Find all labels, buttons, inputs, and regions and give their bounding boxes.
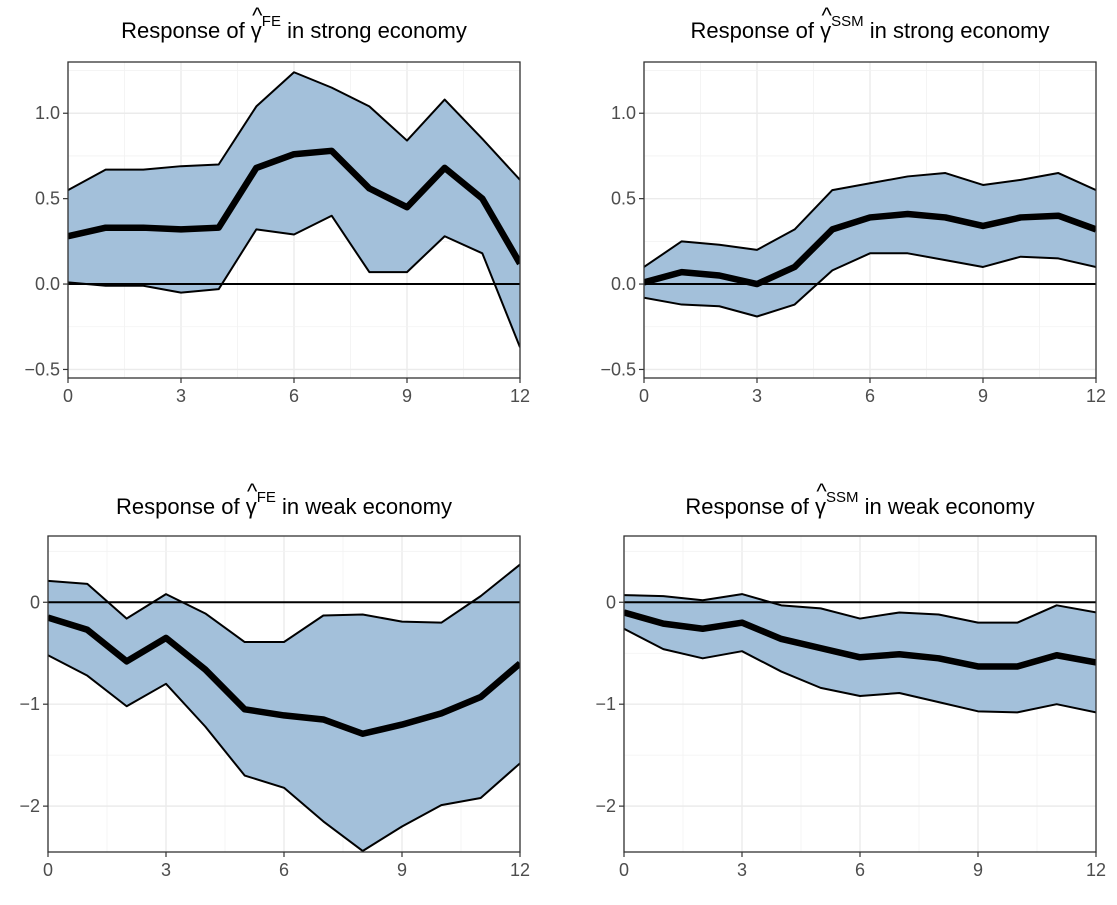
x-tick-label: 0 bbox=[619, 860, 629, 880]
x-tick-label: 12 bbox=[1086, 860, 1106, 880]
title-gamma-symbol: γ bbox=[820, 18, 831, 43]
y-tick-label: −0.5 bbox=[600, 359, 636, 379]
x-tick-label: 9 bbox=[402, 386, 412, 406]
y-tick-label: 0.0 bbox=[35, 274, 60, 294]
upper-bound-line bbox=[624, 593, 1096, 624]
upper-bound-line bbox=[48, 563, 520, 644]
title-gamma-symbol: γ bbox=[246, 494, 257, 519]
title-suffix: in weak economy bbox=[276, 494, 452, 519]
title-hat-accent: ^ bbox=[252, 3, 263, 28]
x-tick-label: 12 bbox=[1086, 386, 1106, 406]
x-tick-label: 9 bbox=[973, 860, 983, 880]
plot-area bbox=[644, 172, 1096, 318]
y-tick-label: −2 bbox=[19, 796, 40, 816]
chart-panel-1: 0 3 6 9 12 −0.5 0.0 0.5 1.0 Response of γFE in st… bbox=[24, 3, 530, 406]
title-prefix: Response of bbox=[690, 18, 820, 43]
title-hat-accent: ^ bbox=[816, 479, 827, 504]
title-superscript: FE bbox=[262, 13, 281, 30]
panel-title: Response of γSSM in strong economy bbox=[690, 13, 1049, 43]
plot-area bbox=[68, 71, 520, 348]
title-superscript: SSM bbox=[831, 13, 864, 30]
y-tick-label: −0.5 bbox=[24, 359, 60, 379]
x-tick-label: 3 bbox=[752, 386, 762, 406]
point-estimate-line bbox=[644, 210, 1096, 288]
x-tick-label: 6 bbox=[289, 386, 299, 406]
y-tick-label: 0 bbox=[30, 592, 40, 612]
lower-bound-line bbox=[48, 654, 520, 852]
plot-area bbox=[624, 593, 1096, 714]
title-suffix: in strong economy bbox=[864, 18, 1050, 43]
lower-bound-line bbox=[624, 627, 1096, 714]
y-tick-label: 0 bbox=[606, 592, 616, 612]
title-gamma-symbol: γ bbox=[251, 18, 262, 43]
x-tick-label: 0 bbox=[43, 860, 53, 880]
x-tick-label: 0 bbox=[63, 386, 73, 406]
lower-bound-line bbox=[644, 252, 1096, 318]
upper-bound-line bbox=[68, 71, 520, 191]
title-gamma-symbol: γ bbox=[815, 494, 826, 519]
lower-bound-line bbox=[68, 214, 520, 348]
title-prefix: Response of bbox=[121, 18, 251, 43]
y-tick-label: −1 bbox=[19, 694, 40, 714]
point-estimate-line bbox=[624, 609, 1096, 670]
y-tick-label: −1 bbox=[595, 694, 616, 714]
point-estimate-line bbox=[48, 614, 520, 737]
title-prefix: Response of bbox=[116, 494, 246, 519]
upper-bound-line bbox=[644, 172, 1096, 268]
title-suffix: in strong economy bbox=[281, 18, 467, 43]
x-tick-label: 3 bbox=[161, 860, 171, 880]
panel-title: Response of γFE in strong economy bbox=[121, 13, 467, 43]
point-estimate-line bbox=[68, 147, 520, 266]
chart-panel-3: 0 3 6 9 12 −2 −1 0 Response of γFE in weak econo… bbox=[19, 479, 530, 880]
x-tick-label: 3 bbox=[176, 386, 186, 406]
x-tick-label: 12 bbox=[510, 860, 530, 880]
y-tick-label: 0.0 bbox=[611, 274, 636, 294]
y-tick-label: 0.5 bbox=[35, 189, 60, 209]
y-tick-label: 1.0 bbox=[611, 103, 636, 123]
x-tick-label: 3 bbox=[737, 860, 747, 880]
x-tick-label: 12 bbox=[510, 386, 530, 406]
y-tick-label: −2 bbox=[595, 796, 616, 816]
title-superscript: SSM bbox=[826, 489, 859, 506]
y-tick-label: 1.0 bbox=[35, 103, 60, 123]
y-tick-label: 0.5 bbox=[611, 189, 636, 209]
title-hat-accent: ^ bbox=[247, 479, 258, 504]
x-tick-label: 9 bbox=[397, 860, 407, 880]
plot-area bbox=[48, 563, 520, 852]
panel-title: Response of γSSM in weak economy bbox=[685, 489, 1034, 519]
title-superscript: FE bbox=[257, 489, 276, 506]
chart-panel-4: 0 3 6 9 12 −2 −1 0 Response of γSSM in weak econ… bbox=[595, 479, 1106, 880]
title-suffix: in weak economy bbox=[859, 494, 1035, 519]
x-tick-label: 9 bbox=[978, 386, 988, 406]
title-hat-accent: ^ bbox=[821, 3, 832, 28]
panel-title: Response of γFE in weak economy bbox=[116, 489, 452, 519]
chart-panel-2: 0 3 6 9 12 −0.5 0.0 0.5 1.0 Response of γSSM in s… bbox=[600, 3, 1106, 406]
x-tick-label: 0 bbox=[639, 386, 649, 406]
x-tick-label: 6 bbox=[865, 386, 875, 406]
x-tick-label: 6 bbox=[279, 860, 289, 880]
title-prefix: Response of bbox=[685, 494, 815, 519]
x-tick-label: 6 bbox=[855, 860, 865, 880]
